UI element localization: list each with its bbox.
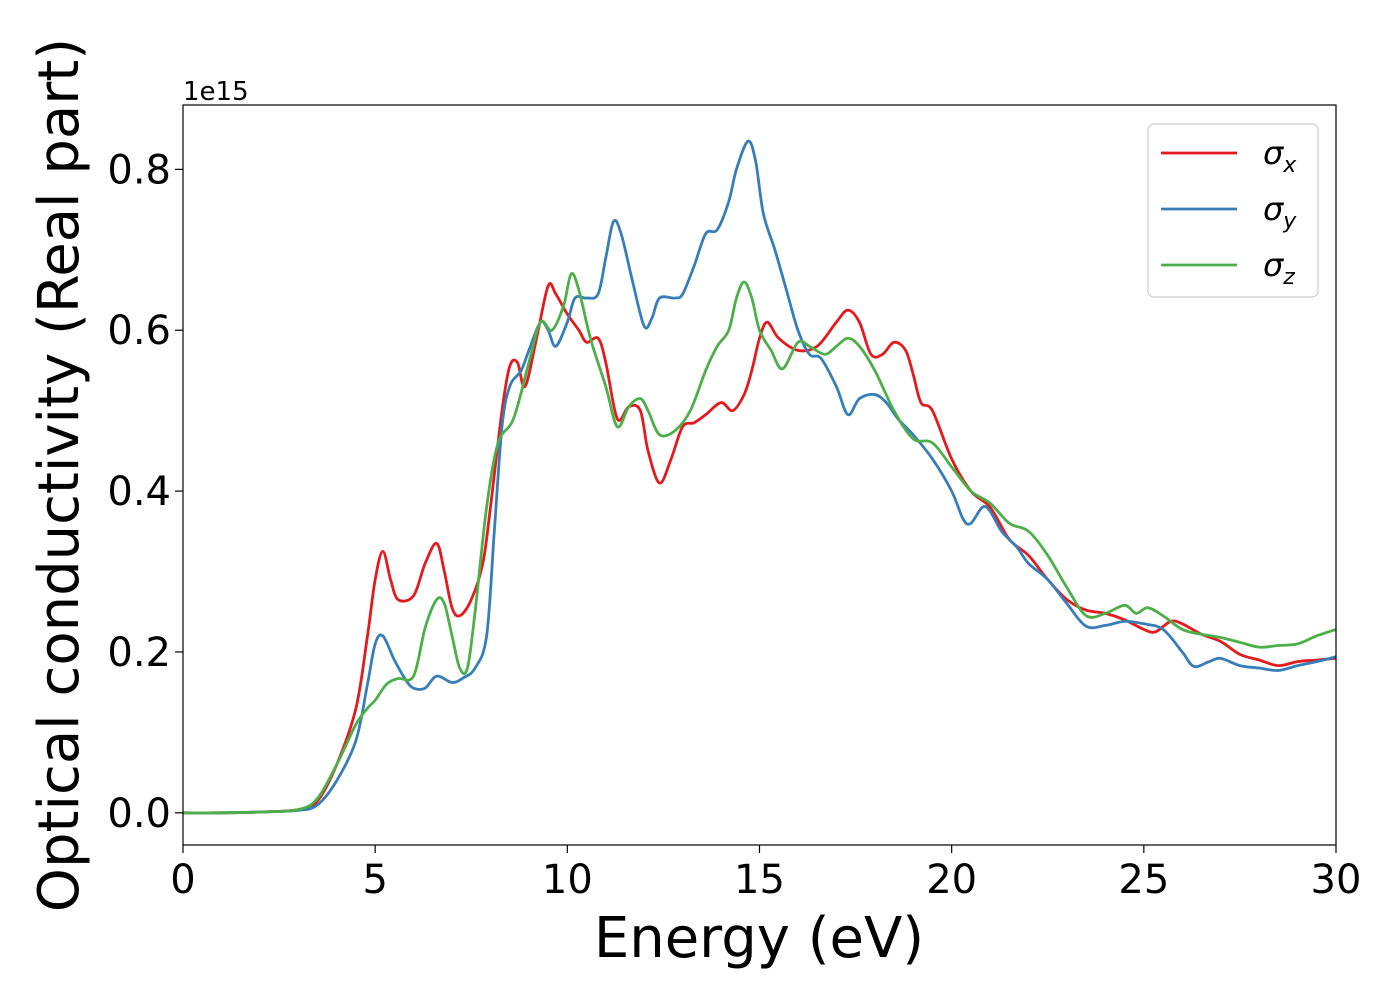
y-tick-label: 0.2: [107, 630, 171, 676]
x-axis-title: Energy (eV): [594, 906, 924, 971]
series-line-z: [182, 271, 1337, 815]
series-line-y: [182, 139, 1337, 815]
y-tick-label: 0.4: [107, 469, 171, 515]
x-tick-label: 30: [1311, 857, 1362, 903]
legend-label-x: σx: [1263, 134, 1297, 178]
ticks-layer: 0 5 10 15 20 25 30 0.0 0.2 0.4 0.6 0.8: [107, 147, 1361, 903]
y-axis-title: Optical conductivity (Real part): [27, 38, 92, 912]
legend: σx σy σz: [1147, 123, 1319, 298]
y-tick-label: 0.8: [107, 147, 171, 193]
legend-label-z: σz: [1263, 246, 1295, 290]
y-tick-label: 0.6: [107, 308, 171, 354]
y-tick-label: 0.0: [107, 791, 171, 837]
series-line-x: [182, 282, 1337, 815]
legend-box: [1147, 123, 1319, 298]
legend-label-y: σy: [1263, 190, 1297, 234]
x-tick-label: 5: [362, 857, 387, 903]
x-tick-label: 20: [926, 857, 977, 903]
x-tick-label: 0: [170, 857, 195, 903]
x-tick-label: 25: [1118, 857, 1169, 903]
y-offset-label: 1e15: [183, 77, 249, 107]
x-tick-label: 10: [542, 857, 593, 903]
x-tick-label: 15: [734, 857, 785, 903]
series-layer: [182, 139, 1337, 815]
